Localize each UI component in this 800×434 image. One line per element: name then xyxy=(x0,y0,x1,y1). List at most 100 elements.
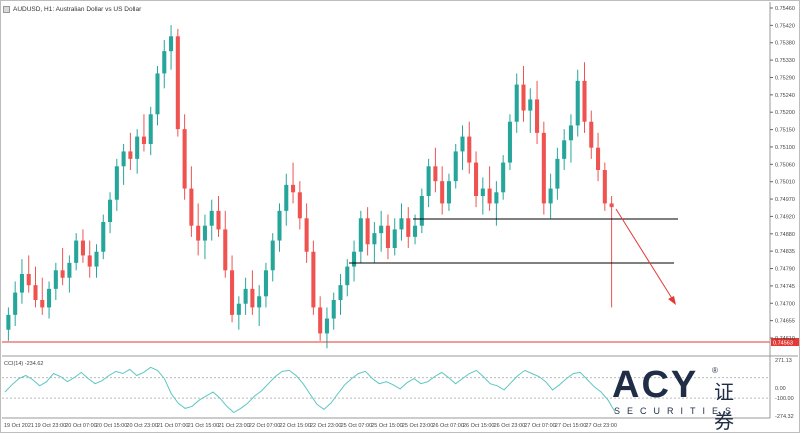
candle-bull[interactable] xyxy=(338,285,343,300)
candle-bull[interactable] xyxy=(53,270,58,289)
candle-bull[interactable] xyxy=(263,270,268,297)
candle-bear[interactable] xyxy=(467,136,472,163)
candle-bull[interactable] xyxy=(209,210,214,226)
candle-bull[interactable] xyxy=(419,196,424,226)
candle-bear[interactable] xyxy=(596,147,601,170)
candle-bull[interactable] xyxy=(345,266,350,286)
candle-bear[interactable] xyxy=(230,270,235,315)
candle-bull[interactable] xyxy=(372,233,377,245)
candle-bull[interactable] xyxy=(528,99,533,111)
candle-bull[interactable] xyxy=(568,125,573,141)
candle-bull[interactable] xyxy=(101,222,106,252)
candle-bear[interactable] xyxy=(365,218,370,245)
candle-bull[interactable] xyxy=(284,184,289,211)
candle-bear[interactable] xyxy=(216,210,221,230)
candle-bear[interactable] xyxy=(406,218,411,237)
candle-bear[interactable] xyxy=(589,121,594,148)
candle-bear[interactable] xyxy=(250,288,255,308)
candle-bull[interactable] xyxy=(94,251,99,267)
candle-bull[interactable] xyxy=(148,114,153,144)
candle-bear[interactable] xyxy=(582,80,587,122)
candle-bull[interactable] xyxy=(392,229,397,248)
candle-bull[interactable] xyxy=(114,166,119,200)
candle-bear[interactable] xyxy=(33,285,38,300)
candle-bear[interactable] xyxy=(175,36,180,130)
candle-bull[interactable] xyxy=(358,218,363,252)
candle-bear[interactable] xyxy=(182,129,187,189)
candle-bear[interactable] xyxy=(535,99,540,133)
price-tick-label: 0.75150 xyxy=(775,128,795,134)
candle-bear[interactable] xyxy=(440,181,445,204)
candle-bull[interactable] xyxy=(480,188,485,196)
candle-bear[interactable] xyxy=(318,307,323,334)
candle-bull[interactable] xyxy=(236,303,241,315)
candle-bull[interactable] xyxy=(6,314,11,330)
candle-bull[interactable] xyxy=(162,51,167,74)
candle-bear[interactable] xyxy=(80,240,85,256)
cci-line[interactable] xyxy=(4,366,616,414)
candle-bull[interactable] xyxy=(514,84,519,122)
candle-bull[interactable] xyxy=(155,73,160,115)
candle-bear[interactable] xyxy=(297,192,302,219)
candle-bull[interactable] xyxy=(399,218,404,230)
candle-bull[interactable] xyxy=(494,192,499,204)
candle-bear[interactable] xyxy=(602,170,607,204)
logo-chinese-text: 证券 xyxy=(714,380,734,433)
candle-bull[interactable] xyxy=(74,240,79,263)
candle-bull[interactable] xyxy=(555,158,560,189)
trend-arrow[interactable] xyxy=(615,208,674,301)
candle-bear[interactable] xyxy=(196,225,201,241)
candle-bear[interactable] xyxy=(128,151,133,159)
candle-bull[interactable] xyxy=(243,288,248,304)
candle-bear[interactable] xyxy=(474,162,479,196)
candle-bull[interactable] xyxy=(121,151,126,167)
candle-bear[interactable] xyxy=(311,251,316,308)
candle-bear[interactable] xyxy=(26,274,31,286)
candle-bull[interactable] xyxy=(270,240,275,271)
candle-bear[interactable] xyxy=(541,132,546,204)
candle-bear[interactable] xyxy=(385,225,390,248)
candle-bull[interactable] xyxy=(460,136,465,152)
candle-bull[interactable] xyxy=(352,251,357,267)
candle-bull[interactable] xyxy=(67,262,72,278)
candle-bear[interactable] xyxy=(291,184,296,193)
candle-bull[interactable] xyxy=(331,300,336,319)
candle-bear[interactable] xyxy=(141,136,146,144)
candle-bull[interactable] xyxy=(446,181,451,204)
candle-bull[interactable] xyxy=(257,296,262,308)
time-tick-label: 27 Oct 07:00 xyxy=(524,423,556,429)
candle-bull[interactable] xyxy=(202,225,207,241)
candle-bear[interactable] xyxy=(487,188,492,204)
candle-bull[interactable] xyxy=(277,210,282,241)
candle-bull[interactable] xyxy=(507,121,512,163)
price-tick-label: 0.74610 xyxy=(775,336,795,342)
candle-bull[interactable] xyxy=(19,274,24,293)
candle-bull[interactable] xyxy=(135,136,140,159)
candle-bear[interactable] xyxy=(433,166,438,182)
candle-bull[interactable] xyxy=(562,140,567,159)
candle-bull[interactable] xyxy=(548,188,553,204)
candle-bull[interactable] xyxy=(501,162,506,193)
cci-tick-label: -274.32 xyxy=(775,414,794,420)
candle-bear[interactable] xyxy=(223,229,228,271)
time-tick-label: 19 Oct 23:00 xyxy=(35,423,67,429)
candle-bear[interactable] xyxy=(304,218,309,252)
candle-bull[interactable] xyxy=(169,36,174,52)
candle-bull[interactable] xyxy=(575,80,580,126)
candle-bear[interactable] xyxy=(87,255,92,267)
candle-bear[interactable] xyxy=(609,203,614,208)
candle-bear[interactable] xyxy=(40,300,45,308)
candle-bull[interactable] xyxy=(108,199,113,222)
candle-bull[interactable] xyxy=(426,166,431,196)
candle-bear[interactable] xyxy=(521,84,526,111)
candle-bull[interactable] xyxy=(413,225,418,237)
candle-bear[interactable] xyxy=(189,188,194,226)
candle-bull[interactable] xyxy=(379,225,384,234)
candle-bull[interactable] xyxy=(47,288,52,308)
price-tick-label: 0.75200 xyxy=(775,110,795,116)
candle-bull[interactable] xyxy=(453,151,458,182)
candle-bull[interactable] xyxy=(324,318,329,334)
candle-bear[interactable] xyxy=(60,270,65,278)
candle-bull[interactable] xyxy=(13,292,18,315)
